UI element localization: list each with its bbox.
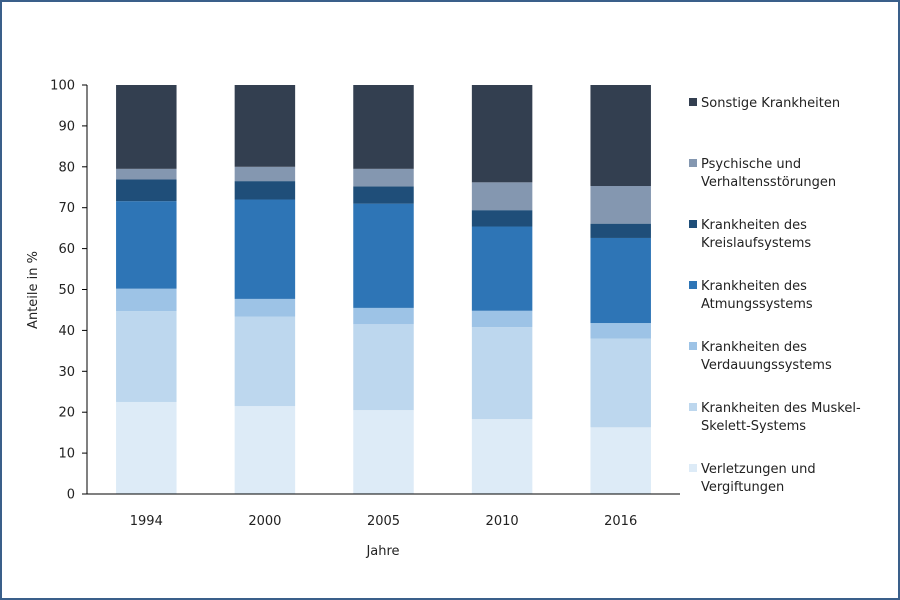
bar-segment [353,168,414,187]
bars [116,85,651,494]
y-tick-label: 90 [58,119,75,134]
y-tick-label: 50 [58,283,75,298]
bar-segment [590,237,651,324]
legend-label: Krankheiten des [701,218,807,233]
bar-segment [471,310,533,328]
legend-label: Atmungssystems [701,297,813,312]
legend-label: Vergiftungen [701,480,784,495]
bar-segment [471,85,533,183]
legend-swatch [689,220,697,228]
legend-swatch [689,159,697,167]
legend-label: Verletzungen und [701,462,816,477]
legend-label: Skelett-Systems [701,419,806,434]
legend-label: Krankheiten des [701,279,807,294]
bar-segment [590,223,651,238]
legend: Sonstige Krankheiten Psychische und Verhal… [689,96,861,495]
bar-segment [590,323,651,339]
x-tick-label: 2010 [486,514,519,529]
bar-segment [116,401,177,494]
legend-label: Kreislaufsystems [701,236,811,251]
bar-segment [471,226,533,311]
legend-swatch [689,464,697,472]
axes [86,85,680,495]
y-tick-label: 0 [67,488,75,503]
bar-segment [353,85,414,169]
bar-segment [234,406,296,494]
x-tick-label: 1994 [130,514,163,529]
legend-label: Sonstige Krankheiten [701,96,840,111]
y-tick-label: 10 [58,447,75,462]
y-tick-label: 100 [50,79,75,94]
legend-label: Psychische und [701,157,801,172]
legend-swatch [689,281,697,289]
y-tick-label: 80 [58,160,75,175]
x-tick-label: 2016 [604,514,637,529]
x-axis-ticks: 1994 2000 2005 2010 2016 [130,514,637,529]
bar-segment [471,210,533,227]
legend-label: Krankheiten des Muskel- [701,401,861,416]
bar-segment [590,186,651,224]
y-tick-label: 60 [58,242,75,257]
bar-segment [116,201,177,289]
legend-swatch [689,403,697,411]
bar-segment [353,307,414,325]
bar-segment [234,181,296,200]
bar-segment [234,166,296,182]
x-axis-title: Jahre [365,544,399,559]
y-axis-title: Anteile in % [26,251,41,329]
legend-label: Verhaltensstörungen [701,175,836,190]
bar-segment [116,85,177,169]
y-axis-ticks: 0 10 20 30 40 50 60 70 80 90 100 [50,79,87,503]
bar-segment [234,316,296,407]
bar-segment [353,324,414,411]
y-tick-label: 20 [58,406,75,421]
legend-label: Verdauungssystems [701,358,832,373]
legend-swatch [689,342,697,350]
bar-segment [116,311,177,402]
bar-segment [116,179,177,202]
bar-segment [353,203,414,308]
bar-segment [234,199,296,299]
bar-segment [234,298,296,317]
x-tick-label: 2005 [367,514,400,529]
bar-segment [116,168,177,180]
bar-segment [353,410,414,494]
y-tick-label: 40 [58,324,75,339]
legend-label: Krankheiten des [701,340,807,355]
bar-segment [471,327,533,420]
y-tick-label: 30 [58,365,75,380]
bar-segment [353,186,414,204]
bar-segment [471,419,533,494]
x-tick-label: 2000 [248,514,281,529]
bar-segment [116,288,177,312]
bar-segment [590,427,651,494]
bar-segment [590,85,651,187]
y-tick-label: 70 [58,201,75,216]
legend-swatch [689,98,697,106]
bar-segment [234,85,296,167]
bar-segment [590,338,651,428]
bar-segment [471,182,533,211]
